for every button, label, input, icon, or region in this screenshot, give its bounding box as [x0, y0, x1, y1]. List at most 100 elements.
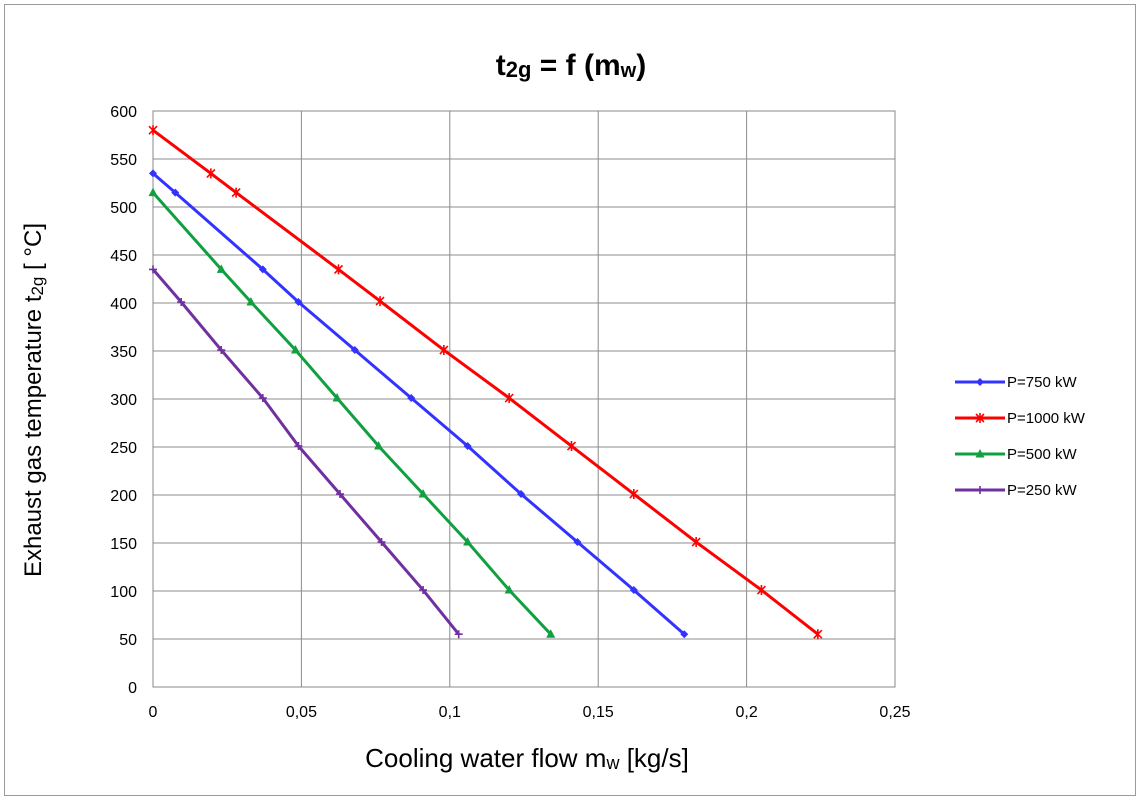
y-tick-label: 600	[110, 104, 137, 121]
data-point	[439, 345, 449, 356]
y-tick-label: 400	[110, 296, 137, 313]
data-point	[419, 586, 428, 595]
title-sub2: w	[620, 60, 637, 82]
x-tick-label: 0,1	[439, 704, 461, 721]
data-point	[813, 629, 823, 640]
series-line	[152, 172, 686, 636]
data-point	[294, 298, 303, 307]
legend-marker	[975, 413, 985, 423]
data-point	[350, 346, 359, 355]
data-point	[258, 394, 267, 403]
data-point	[680, 630, 689, 639]
series-2	[148, 187, 556, 638]
series-line	[151, 268, 460, 636]
data-point	[217, 346, 226, 355]
data-point	[206, 168, 216, 179]
plot-area-border	[152, 110, 896, 688]
title-eq: = f (m	[531, 49, 620, 82]
y-axis-label: Exhaust gas temperature t2g [ °C]	[20, 223, 47, 577]
data-point	[148, 187, 158, 197]
legend-item: P=500 kW	[955, 446, 1077, 463]
x-tick-labels: 0 0,05 0,1 0,15 0,2 0,25	[149, 704, 911, 721]
x-tick-label: 0	[149, 704, 158, 721]
legend-item: P=1000 kW	[955, 410, 1086, 427]
series-1	[148, 125, 823, 640]
y-tick-label: 350	[110, 344, 137, 361]
data-point	[335, 490, 344, 499]
legend-item: P=750 kW	[955, 374, 1077, 391]
data-point	[546, 629, 556, 638]
legend-marker	[975, 449, 985, 458]
legend-item: P=250 kW	[955, 482, 1077, 499]
data-point	[290, 345, 300, 354]
data-point	[333, 264, 344, 275]
series-3	[149, 265, 463, 639]
title-main: t	[496, 49, 506, 82]
y-tick-label: 50	[119, 632, 137, 649]
x-axis-label-post: [kg/s]	[619, 743, 688, 773]
data-point	[149, 169, 157, 178]
title-close: )	[636, 49, 646, 82]
y-axis-label-post: [ °C]	[20, 223, 47, 277]
data-point	[454, 630, 463, 639]
x-tick-label: 0,2	[735, 704, 757, 721]
y-tick-label: 0	[128, 680, 137, 697]
series-lines	[148, 125, 823, 640]
data-point	[566, 441, 577, 452]
chart-frame: 0 0,05 0,1 0,15 0,2 0,25 0 50 100 150 200 250 300 35…	[4, 4, 1136, 796]
y-tick-label: 150	[110, 536, 137, 553]
data-point	[629, 586, 638, 595]
x-tick-label: 0,25	[879, 704, 910, 721]
data-point	[504, 393, 514, 404]
data-point	[756, 585, 767, 596]
data-point	[231, 187, 241, 198]
data-point	[216, 264, 226, 273]
data-point	[177, 298, 186, 307]
data-point	[573, 538, 582, 547]
title-sub: 2g	[506, 57, 532, 82]
data-point	[171, 188, 180, 197]
data-point	[374, 441, 384, 450]
y-axis-label-sub: 2g	[28, 277, 47, 296]
legend-label: P=1000 kW	[1007, 410, 1086, 427]
x-axis-label: Cooling water flow mw [kg/s]	[365, 743, 689, 773]
data-point	[517, 490, 526, 499]
y-tick-label: 450	[110, 248, 137, 265]
legend-marker	[976, 486, 984, 494]
data-point	[294, 442, 303, 451]
data-point	[377, 538, 386, 547]
x-tick-label: 0,15	[583, 704, 614, 721]
x-axis-label-sub: w	[605, 753, 620, 773]
data-point	[258, 265, 267, 274]
line-chart: 0 0,05 0,1 0,15 0,2 0,25 0 50 100 150 200 250 300 35…	[20, 49, 1086, 773]
data-point	[504, 585, 514, 594]
legend-label: P=500 kW	[1007, 446, 1077, 463]
legend-label: P=750 kW	[1007, 374, 1077, 391]
y-tick-label: 500	[110, 200, 137, 217]
data-point	[407, 394, 416, 403]
legend: P=750 kW P=1000 kW P=500 kW P=250 kW	[955, 374, 1086, 499]
series-0	[149, 169, 689, 639]
y-tick-labels: 0 50 100 150 200 250 300 350 400 450 500 550 600	[110, 104, 137, 697]
data-point	[463, 537, 473, 546]
data-point	[418, 489, 428, 498]
y-tick-label: 200	[110, 488, 137, 505]
data-point	[246, 297, 256, 306]
legend-marker	[976, 378, 984, 386]
data-point	[332, 393, 342, 402]
y-tick-label: 100	[110, 584, 137, 601]
data-point	[691, 537, 701, 548]
legend-label: P=250 kW	[1007, 482, 1077, 499]
data-point	[375, 296, 385, 307]
y-tick-label: 300	[110, 392, 137, 409]
data-point	[149, 265, 157, 274]
data-point	[463, 442, 472, 451]
chart-title: t2g = f (mw)	[496, 49, 646, 82]
data-point	[629, 489, 639, 500]
series-line	[152, 128, 819, 636]
y-tick-label: 250	[110, 440, 137, 457]
x-axis-label-pre: Cooling water flow m	[365, 743, 606, 773]
y-axis-label-pre: Exhaust gas temperature t	[20, 295, 47, 577]
x-tick-label: 0,05	[286, 704, 317, 721]
data-point	[148, 125, 158, 136]
